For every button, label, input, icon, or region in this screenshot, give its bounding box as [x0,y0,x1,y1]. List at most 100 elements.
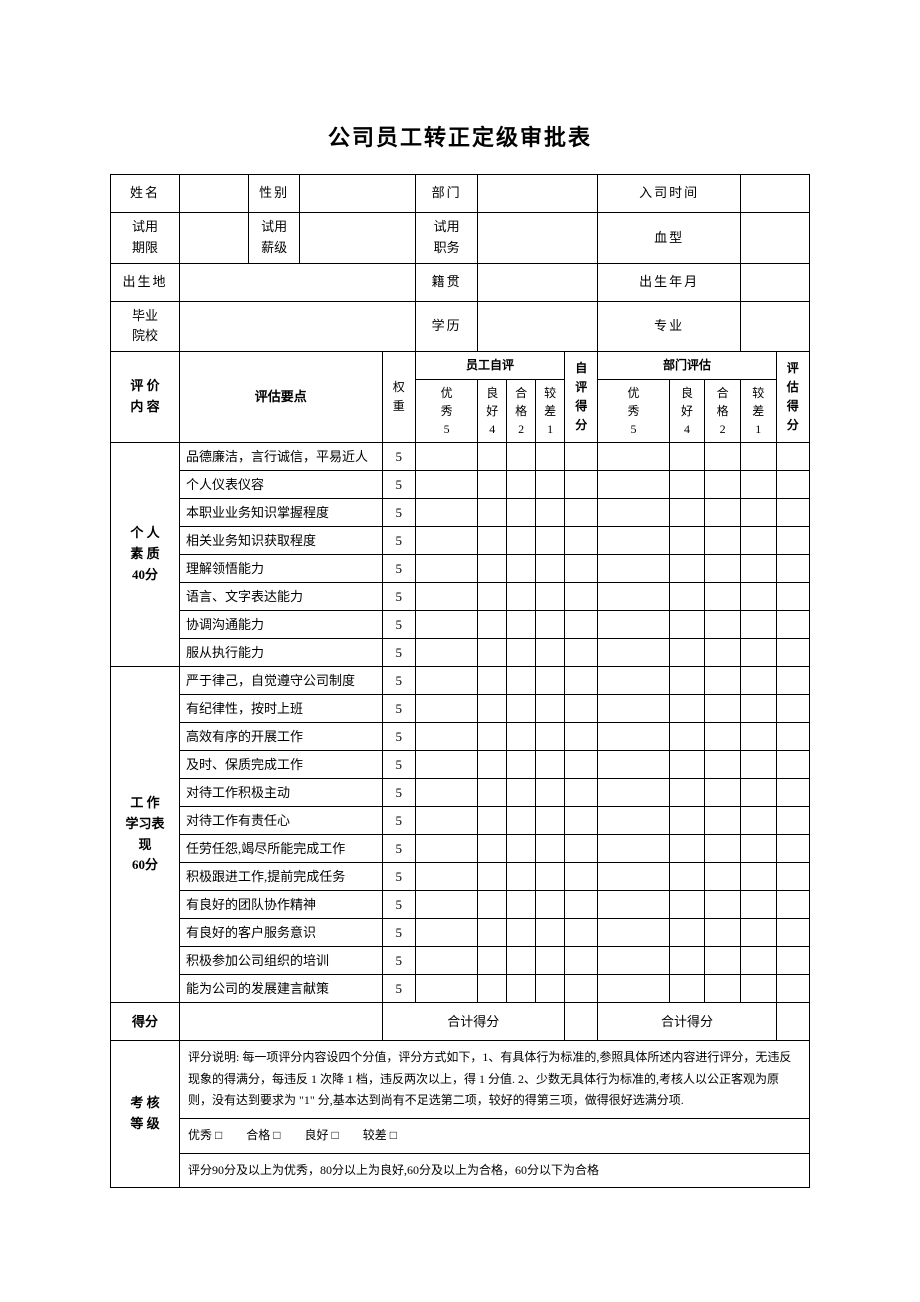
gender-label: 性别 [249,175,300,213]
dept-score-cell [776,443,810,471]
criteria-text: 相关业务知识获取程度 [180,527,383,555]
self-score-cell [565,779,598,807]
self-cell [507,555,536,583]
dept-cell [598,807,669,835]
criteria-text: 个人仪表仪容 [180,471,383,499]
self-cell [536,751,565,779]
dept-cell [705,555,741,583]
dept-score-cell [776,975,810,1003]
dept-cell [598,975,669,1003]
blood-label: 血型 [598,213,740,264]
self-cell [415,863,477,891]
self-subtotal-value [565,1003,598,1041]
self-cell [507,751,536,779]
weight-value: 5 [382,779,415,807]
criteria-text: 语言、文字表达能力 [180,583,383,611]
self-cell [536,499,565,527]
section-title: 工 作学习表现60分 [111,667,180,1003]
dept-excellent: 优秀5 [598,380,669,443]
self-cell [478,611,507,639]
weight-value: 5 [382,639,415,667]
self-score-cell [565,639,598,667]
self-cell [507,919,536,947]
criteria-text: 对待工作有责任心 [180,807,383,835]
self-cell [415,695,477,723]
self-cell [478,583,507,611]
self-cell [507,471,536,499]
dept-cell [740,443,776,471]
criteria-text: 理解领悟能力 [180,555,383,583]
dept-cell [740,583,776,611]
name-label: 姓名 [111,175,180,213]
dept-score-cell [776,835,810,863]
criteria-text: 协调沟通能力 [180,611,383,639]
trial-level-value [300,213,416,264]
self-cell [478,443,507,471]
self-cell [478,807,507,835]
weight-value: 5 [382,751,415,779]
self-poor: 较差1 [536,380,565,443]
dept-cell [740,919,776,947]
grade-desc: 评分说明: 每一项评分内容设四个分值，评分方式如下，1、有具体行为标准的,参照具… [180,1041,810,1119]
self-cell [478,667,507,695]
major-label: 专业 [598,301,740,352]
birthdate-label: 出生年月 [598,263,740,301]
dept-cell [598,947,669,975]
dept-cell [598,471,669,499]
self-cell [415,751,477,779]
dept-score-cell [776,667,810,695]
self-cell [478,751,507,779]
self-cell [536,583,565,611]
dept-cell [669,947,705,975]
self-cell [478,779,507,807]
dept-cell [705,835,741,863]
dept-cell [740,807,776,835]
self-cell [507,499,536,527]
dept-score-cell [776,919,810,947]
dept-cell [740,863,776,891]
self-cell [507,667,536,695]
dept-cell [598,891,669,919]
dept-cell [669,863,705,891]
criteria-text: 能为公司的发展建言献策 [180,975,383,1003]
dept-cell [669,443,705,471]
criteria-text: 有良好的团队协作精神 [180,891,383,919]
weight-value: 5 [382,723,415,751]
dept-cell [705,499,741,527]
dept-cell [740,947,776,975]
dept-cell [598,695,669,723]
weight-value: 5 [382,471,415,499]
dept-value [478,175,598,213]
self-score-cell [565,919,598,947]
self-cell [478,919,507,947]
dept-cell [669,499,705,527]
dept-cell [705,443,741,471]
dept-cell [669,779,705,807]
dept-cell [669,919,705,947]
section-title: 个 人素 质40分 [111,443,180,667]
dept-score-cell [776,527,810,555]
self-cell [478,471,507,499]
self-cell [507,891,536,919]
self-cell [415,807,477,835]
self-cell [536,807,565,835]
dept-cell [669,807,705,835]
dept-subtotal-label: 合计得分 [598,1003,776,1041]
dept-cell [598,583,669,611]
self-cell [536,723,565,751]
self-cell [536,891,565,919]
self-subtotal-label: 合计得分 [382,1003,565,1041]
self-score-cell [565,527,598,555]
self-cell [536,947,565,975]
trial-duty-value [478,213,598,264]
dept-cell [740,555,776,583]
dept-cell [669,751,705,779]
self-score-cell [565,695,598,723]
dept-cell [598,779,669,807]
dept-cell [669,639,705,667]
dept-pass: 合格2 [705,380,741,443]
dept-cell [705,695,741,723]
trial-level-label: 试用薪级 [249,213,300,264]
self-cell [478,723,507,751]
weight-value: 5 [382,443,415,471]
